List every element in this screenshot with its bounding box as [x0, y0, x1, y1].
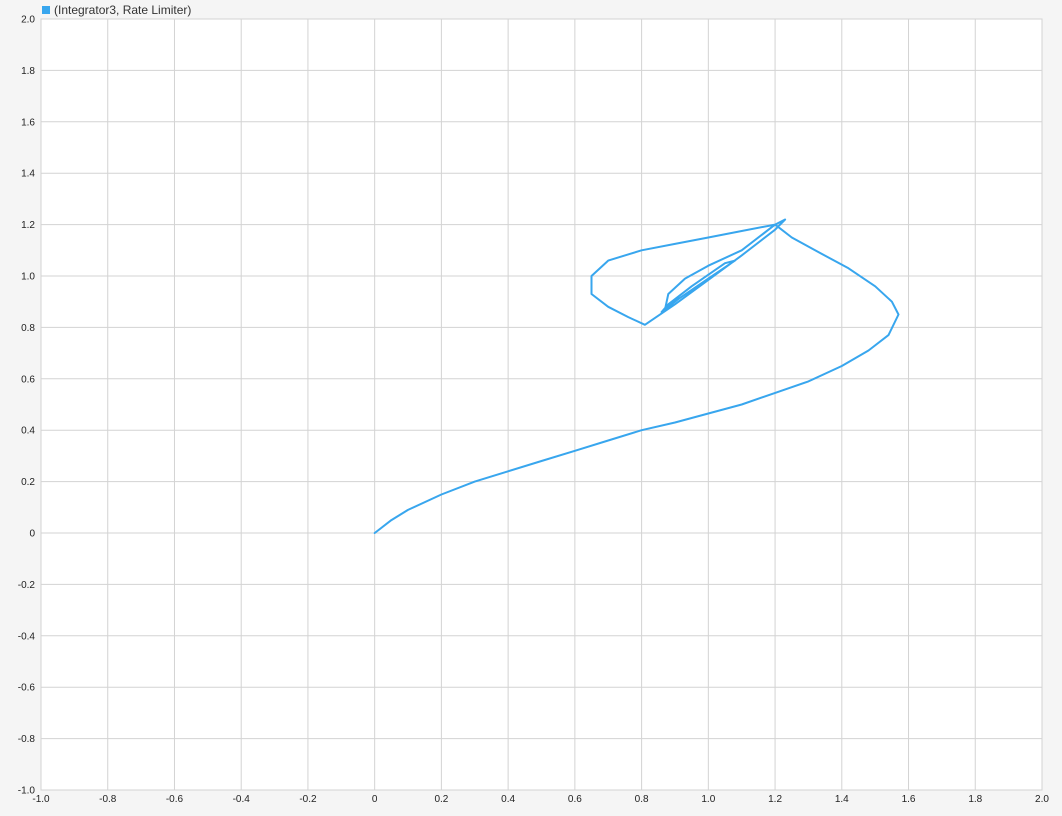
- y-tick-label: 2.0: [21, 15, 35, 26]
- y-tick-label: 0.6: [21, 374, 35, 385]
- y-tick-label: 1.8: [21, 66, 35, 77]
- x-tick-label: 0.8: [635, 794, 649, 805]
- legend-swatch-icon: [42, 6, 50, 14]
- y-tick-label: 0.8: [21, 323, 35, 334]
- x-tick-label: 1.0: [701, 794, 715, 805]
- x-tick-label: 0.4: [501, 794, 515, 805]
- x-tick-label: 1.6: [902, 794, 916, 805]
- series-layer: [373, 218, 900, 534]
- y-tick-label: -0.4: [18, 631, 36, 642]
- y-tick-label: 0: [29, 529, 35, 540]
- y-tick-label: -0.8: [18, 734, 36, 745]
- y-tick-label: -1.0: [18, 786, 36, 797]
- axes: -1.0 -0.8 -0.6 -0.4 -0.2 0 0.2 0.4 0.6 0.8 1.0 1.2 1…: [18, 15, 1050, 806]
- x-tick-label: 1.2: [768, 794, 782, 805]
- y-tick-label: -0.2: [18, 580, 36, 591]
- plot-area: [41, 19, 1042, 790]
- y-tick-label: 1.2: [21, 220, 35, 231]
- y-tick-label: 1.6: [21, 117, 35, 128]
- legend: (Integrator3, Rate Limiter): [42, 3, 191, 17]
- x-tick-label: -0.2: [299, 794, 317, 805]
- x-tick-label: -1.0: [32, 794, 50, 805]
- x-tick-label: 1.4: [835, 794, 849, 805]
- series-line: [373, 218, 900, 534]
- y-tick-label: 1.0: [21, 272, 35, 283]
- x-tick-label: 0.2: [434, 794, 448, 805]
- x-tick-label: 1.8: [968, 794, 982, 805]
- legend-label: (Integrator3, Rate Limiter): [54, 3, 192, 17]
- y-tick-label: -0.6: [18, 683, 36, 694]
- x-tick-label: -0.8: [99, 794, 117, 805]
- x-tick-label: 0.6: [568, 794, 582, 805]
- x-tick-label: -0.6: [166, 794, 184, 805]
- x-tick-label: 2.0: [1035, 794, 1049, 805]
- y-tick-label: 0.2: [21, 477, 35, 488]
- x-tick-label: -0.4: [233, 794, 251, 805]
- grid-lines: [40, 18, 1043, 791]
- x-tick-label: 0: [372, 794, 378, 805]
- plot-border: [40, 18, 1043, 791]
- y-tick-label: 1.4: [21, 169, 35, 180]
- y-tick-label: 0.4: [21, 426, 35, 437]
